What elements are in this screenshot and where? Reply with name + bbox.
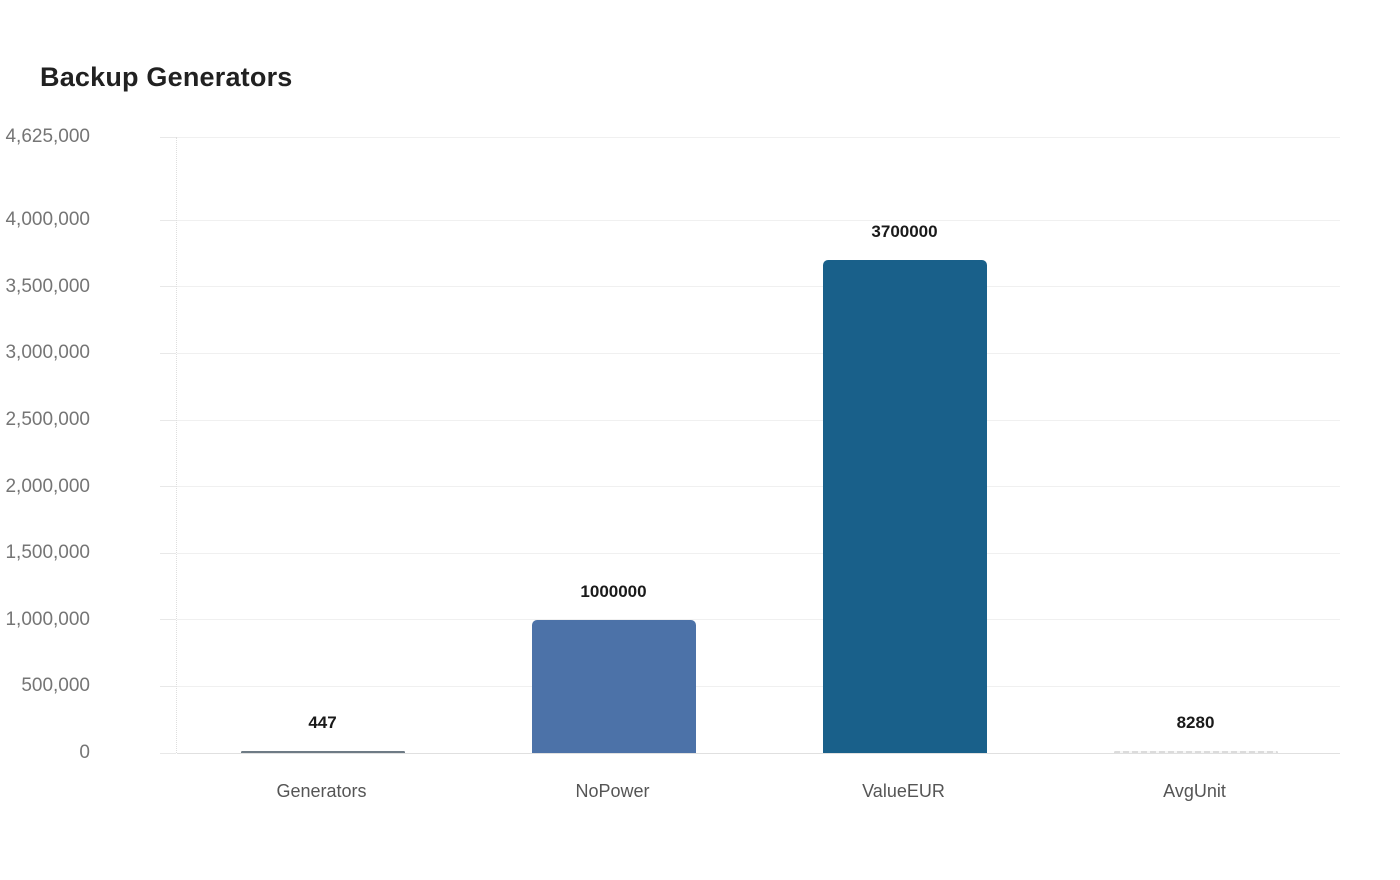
y-tick-label: 500,000	[21, 675, 90, 697]
y-tick-label: 4,625,000	[5, 126, 90, 147]
y-tick-mark	[160, 352, 176, 354]
gridline	[177, 486, 1340, 488]
y-tick-label: 2,500,000	[5, 409, 90, 431]
y-tick-mark	[160, 619, 176, 621]
y-tick-mark	[160, 486, 176, 488]
x-category-label: NoPower	[575, 781, 650, 801]
y-tick-label: 3,000,000	[5, 342, 90, 364]
x-category-label: Generators	[276, 781, 367, 801]
gridline	[177, 352, 1340, 354]
bar-generators	[240, 750, 405, 753]
y-tick-mark	[160, 286, 176, 288]
chart-title: Backup Generators	[40, 62, 293, 92]
gridline	[177, 136, 1340, 138]
value-label: 8280	[1176, 712, 1215, 732]
y-tick-mark	[160, 752, 176, 754]
value-label: 3700000	[871, 222, 938, 242]
bar-avgunit	[1113, 750, 1278, 753]
gridline	[177, 752, 1340, 754]
y-tick-mark	[160, 419, 176, 421]
plot-area: 0 500,000 1,000,000 1,500,000 2,000,000 2,500…	[5, 126, 1340, 763]
value-label: 447	[308, 712, 337, 732]
gridline	[177, 685, 1340, 687]
y-tick-mark	[160, 219, 176, 221]
y-tick-label: 1,000,000	[5, 608, 90, 630]
y-tick-label: 2,000,000	[5, 475, 90, 497]
y-tick-mark	[160, 552, 176, 554]
y-tick-mark	[160, 685, 176, 687]
y-tick-label: 4,000,000	[5, 209, 90, 231]
gridline	[177, 419, 1340, 421]
gridline	[177, 619, 1340, 621]
y-tick-mark	[160, 136, 176, 138]
bar-nopower	[531, 619, 696, 753]
y-tick-label: 0	[79, 742, 90, 763]
y-tick-label: 1,500,000	[5, 542, 90, 564]
gridline	[177, 552, 1340, 554]
gridline	[177, 286, 1340, 288]
y-tick-label: 3,500,000	[5, 275, 90, 297]
value-label: 1000000	[580, 581, 647, 601]
x-category-label: ValueEUR	[862, 781, 945, 801]
gridline	[177, 219, 1340, 221]
x-category-label: AvgUnit	[1163, 781, 1226, 801]
bar-valueeur	[822, 260, 987, 753]
